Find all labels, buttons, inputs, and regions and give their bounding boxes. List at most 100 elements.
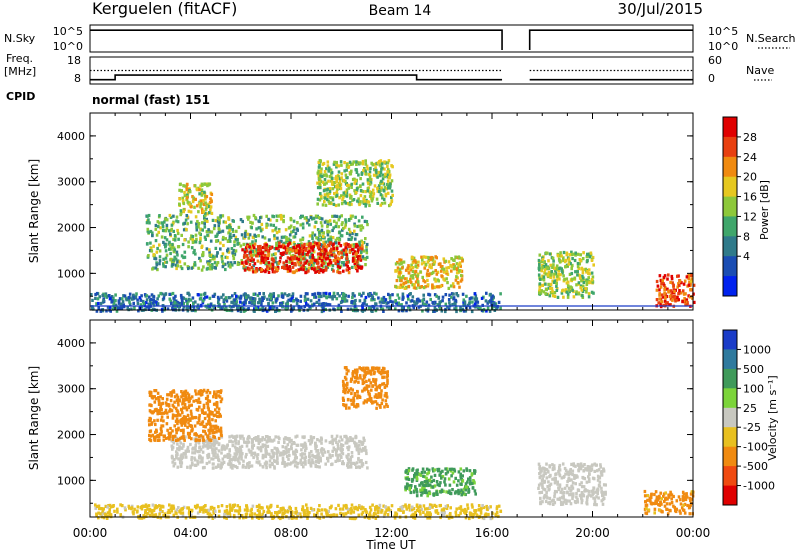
heat-cell	[332, 242, 335, 245]
heat-cell	[347, 295, 350, 298]
heat-cell	[434, 474, 437, 477]
heat-cell	[586, 253, 589, 256]
heat-cell	[222, 230, 225, 233]
heat-cell	[358, 161, 361, 164]
heat-cell	[206, 220, 209, 223]
heat-cell	[194, 464, 197, 467]
heat-cell	[588, 281, 591, 284]
heat-cell	[667, 290, 670, 293]
heat-cell	[336, 247, 339, 250]
heat-cell	[198, 231, 201, 234]
heat-cell	[387, 293, 390, 296]
heat-cell	[547, 283, 550, 286]
heat-cell	[410, 491, 413, 494]
heat-cell	[324, 183, 327, 186]
heat-cell	[282, 296, 285, 299]
heat-cell	[427, 293, 430, 296]
heat-cell	[443, 268, 446, 271]
heat-cell	[331, 454, 334, 457]
heat-cell	[169, 298, 172, 301]
heat-cell	[207, 414, 210, 417]
heat-cell	[172, 438, 175, 441]
heat-cell	[312, 264, 315, 267]
heat-cell	[405, 269, 408, 272]
heat-cell	[340, 176, 343, 179]
heat-cell	[244, 251, 247, 254]
heat-cell	[316, 262, 319, 265]
heat-cell	[325, 439, 328, 442]
heat-cell	[199, 401, 202, 404]
heat-cell	[302, 223, 305, 226]
heat-cell	[369, 167, 372, 170]
heat-cell	[201, 393, 204, 396]
heat-cell	[156, 234, 159, 237]
heat-cell	[356, 390, 359, 393]
heat-cell	[279, 256, 282, 259]
heat-cell	[226, 249, 229, 252]
heat-cell	[448, 298, 451, 301]
heat-cell	[284, 465, 287, 468]
heat-cell	[348, 271, 351, 274]
heat-cell	[311, 293, 314, 296]
heat-cell	[584, 287, 587, 290]
heat-cell	[362, 162, 365, 165]
heat-cell	[268, 238, 271, 241]
heat-cell	[361, 247, 364, 250]
heat-cell	[465, 485, 468, 488]
heat-cell	[423, 504, 426, 507]
heat-cell	[348, 228, 351, 231]
heat-cell	[419, 270, 422, 273]
heat-cell	[196, 204, 199, 207]
heat-cell	[456, 484, 459, 487]
heat-cell	[365, 380, 368, 383]
heat-cell	[295, 461, 298, 464]
heat-cell	[207, 389, 210, 392]
heat-cell	[215, 396, 218, 399]
heat-cell	[362, 255, 365, 258]
heat-cell	[203, 222, 206, 225]
heat-cell	[166, 416, 169, 419]
heat-cell	[182, 210, 185, 213]
power-colorbar-label: Power [dB]	[758, 180, 771, 240]
heat-cell	[365, 461, 368, 464]
heat-cell	[296, 228, 299, 231]
heat-cell	[437, 469, 440, 472]
heat-cell	[165, 249, 168, 252]
heat-cell	[441, 490, 444, 493]
heat-cell	[288, 454, 291, 457]
heat-cell	[489, 293, 492, 296]
heat-cell	[333, 438, 336, 441]
heat-cell	[328, 292, 331, 295]
heat-cell	[190, 412, 193, 415]
heat-cell	[544, 292, 547, 295]
heat-cell	[240, 295, 243, 298]
power-ytick-label: 2000	[57, 222, 85, 235]
heat-cell	[676, 275, 679, 278]
heat-cell	[291, 262, 294, 265]
heat-cell	[690, 274, 693, 277]
heat-cell	[197, 267, 200, 270]
heat-cell	[247, 233, 250, 236]
heat-cell	[562, 296, 565, 299]
heat-cell	[366, 243, 369, 246]
heat-cell	[191, 395, 194, 398]
heat-cell	[386, 165, 389, 168]
heat-cell	[253, 234, 256, 237]
date-label: 30/Jul/2015	[618, 0, 703, 18]
heat-cell	[340, 244, 343, 247]
heat-cell	[304, 217, 307, 220]
heat-cell	[341, 221, 344, 224]
heat-cell	[213, 390, 216, 393]
heat-cell	[114, 299, 117, 302]
heat-cell	[350, 186, 353, 189]
heat-cell	[358, 266, 361, 269]
heat-cell	[370, 162, 373, 165]
heat-cell	[354, 394, 357, 397]
heat-cell	[429, 298, 432, 301]
heat-cell	[192, 400, 195, 403]
heat-cell	[347, 398, 350, 401]
heat-cell	[182, 431, 185, 434]
heat-cell	[395, 285, 398, 288]
heat-cell	[423, 255, 426, 258]
